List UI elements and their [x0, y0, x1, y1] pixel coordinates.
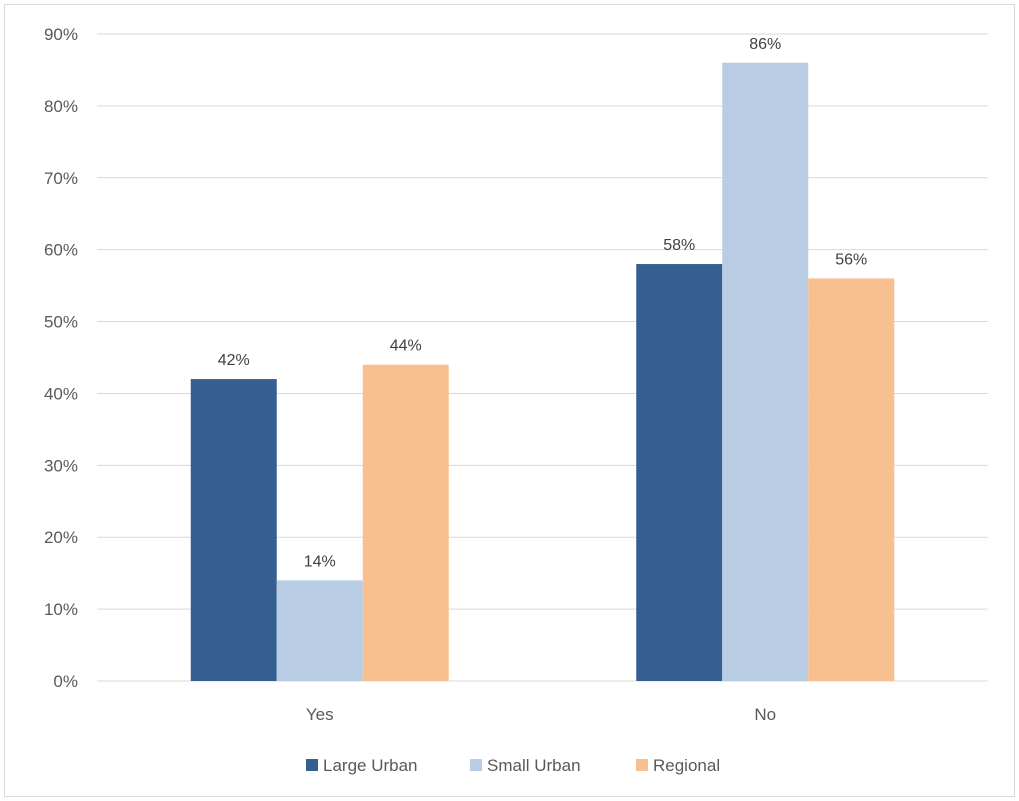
data-label: 14%	[304, 553, 336, 570]
bar-large-urban-yes	[190, 379, 277, 681]
data-label: 44%	[390, 338, 422, 355]
legend-swatch	[470, 759, 482, 771]
data-label: 56%	[835, 251, 867, 268]
y-tick-label: 0%	[53, 672, 78, 691]
data-label: 58%	[663, 237, 695, 254]
x-category-label: No	[754, 705, 776, 724]
bar-small-urban-yes	[276, 580, 363, 681]
y-tick-label: 60%	[44, 241, 78, 260]
y-tick-label: 30%	[44, 456, 78, 475]
data-label: 42%	[218, 352, 250, 369]
x-category-label: Yes	[306, 705, 334, 724]
y-tick-label: 80%	[44, 97, 78, 116]
legend-label: Large Urban	[323, 756, 418, 775]
legend-swatch	[306, 759, 318, 771]
y-axis-tick-labels: 0% 10% 20% 30% 40% 50% 60% 70% 80% 90%	[44, 25, 78, 691]
y-tick-label: 70%	[44, 169, 78, 188]
bar-regional-no	[808, 278, 895, 681]
legend: Large Urban Small Urban Regional	[306, 756, 720, 775]
y-tick-label: 20%	[44, 528, 78, 547]
bar-small-urban-no	[722, 62, 809, 681]
legend-label: Regional	[653, 756, 720, 775]
legend-label: Small Urban	[487, 756, 581, 775]
y-tick-label: 50%	[44, 313, 78, 332]
y-tick-label: 40%	[44, 384, 78, 403]
data-labels: 42% 14% 44% 58% 86% 56%	[218, 36, 868, 571]
x-axis-category-labels: Yes No	[306, 705, 776, 724]
bar-large-urban-no	[636, 264, 723, 681]
data-label: 86%	[749, 36, 781, 53]
bars	[190, 62, 895, 681]
y-tick-label: 90%	[44, 25, 78, 44]
legend-swatch	[636, 759, 648, 771]
y-tick-label: 10%	[44, 600, 78, 619]
bar-regional-yes	[362, 364, 449, 681]
